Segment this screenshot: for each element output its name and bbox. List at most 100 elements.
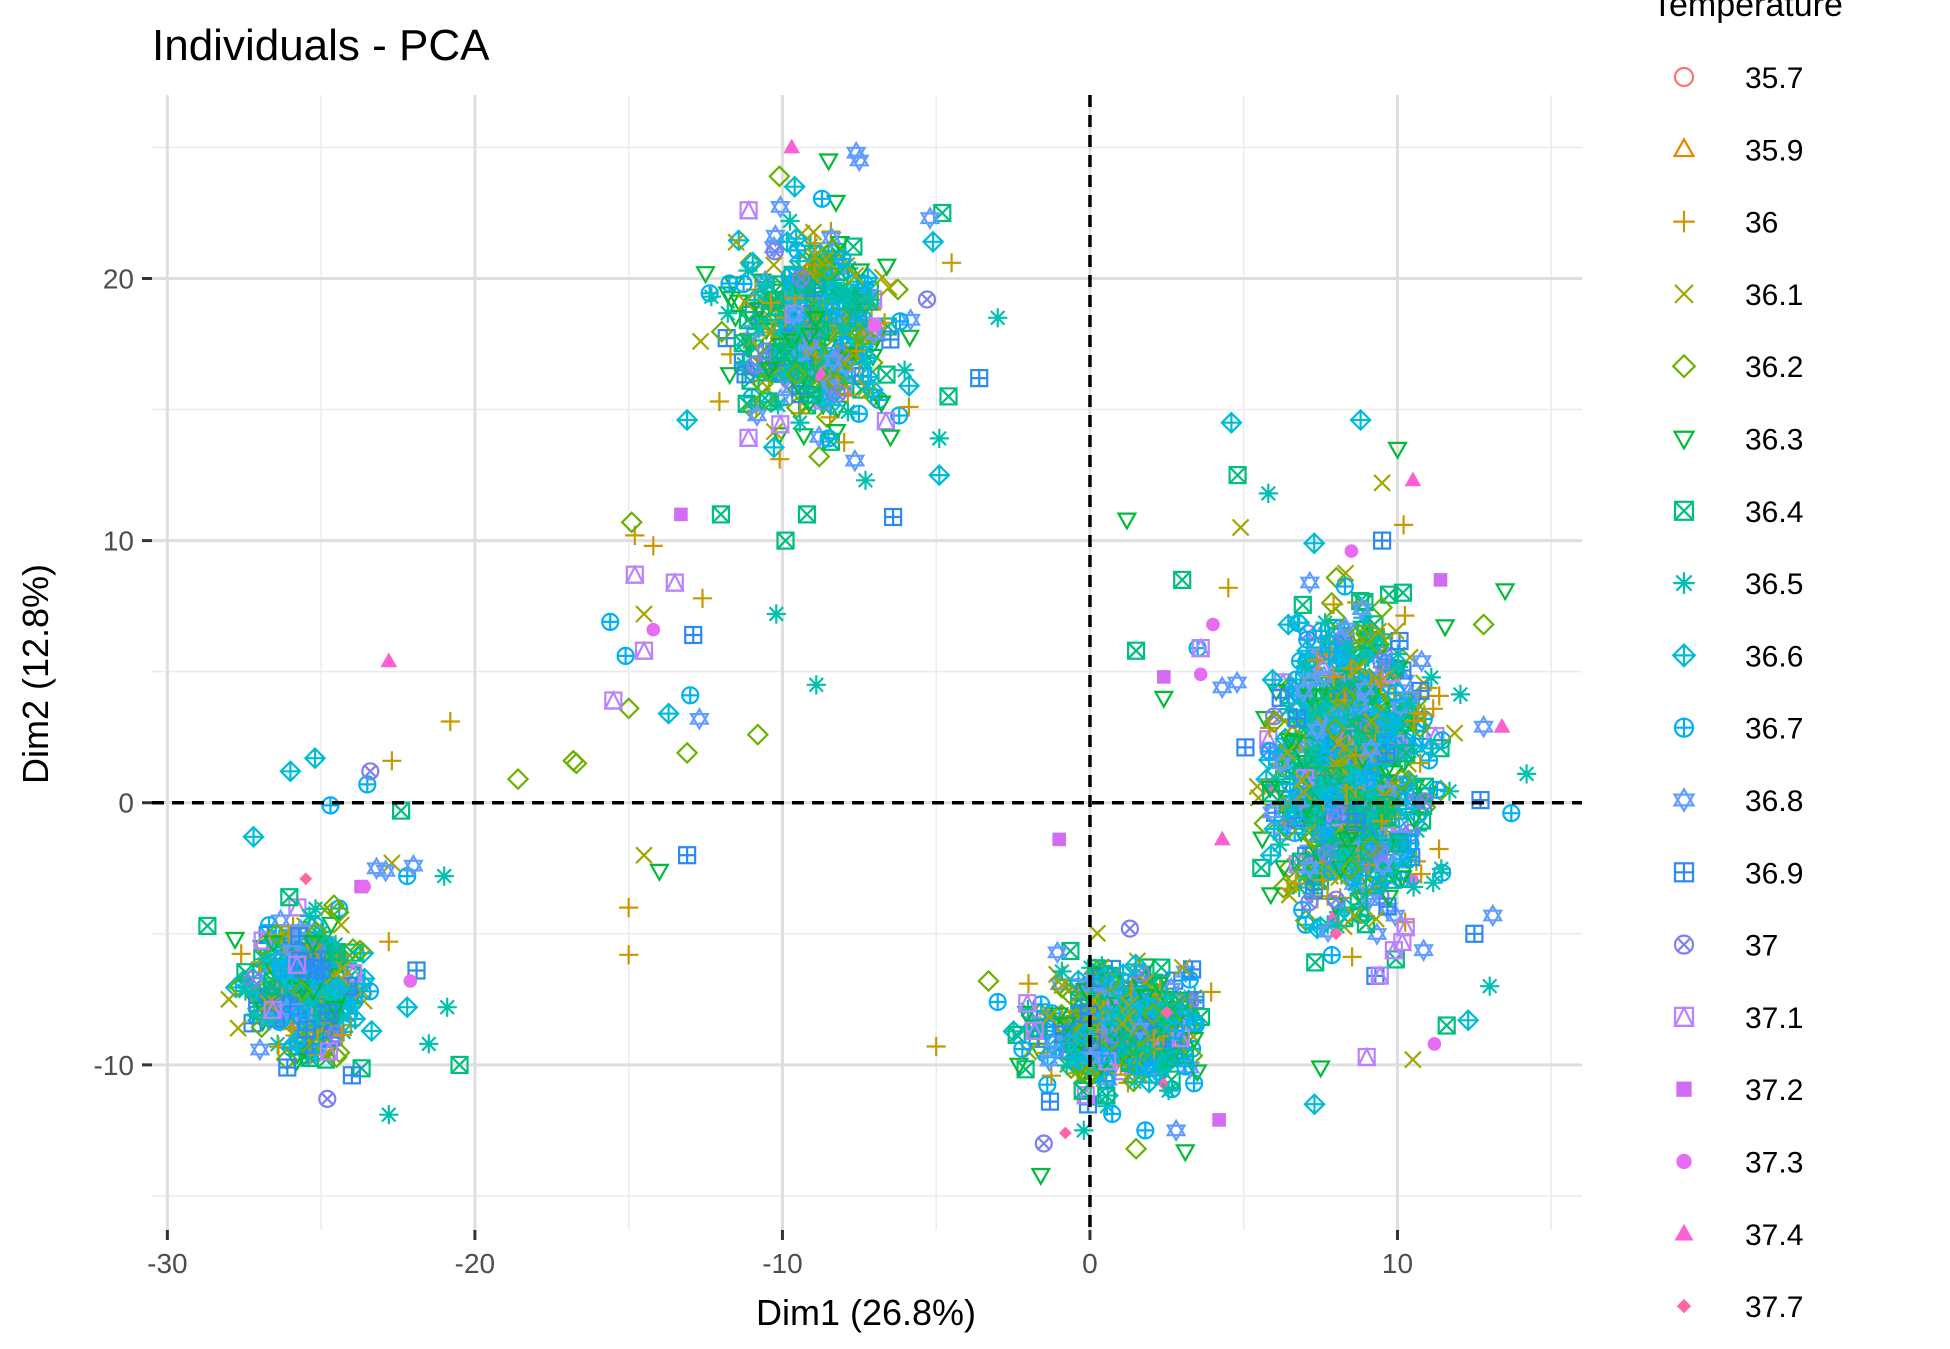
scatter-point xyxy=(1396,916,1416,937)
scatter-point xyxy=(280,888,299,907)
scatter-point xyxy=(1273,860,1295,879)
scatter-point xyxy=(1359,835,1383,859)
scatter-point xyxy=(1136,1039,1156,1059)
scatter-point xyxy=(799,327,820,347)
y-axis-title: Dim2 (12.8%) xyxy=(15,564,56,784)
scatter-point xyxy=(327,901,350,924)
scatter-point xyxy=(828,385,847,404)
scatter-point xyxy=(741,251,764,274)
scatter-point xyxy=(833,279,854,300)
scatter-point xyxy=(1153,690,1175,709)
scatter-point xyxy=(861,290,881,310)
scatter-point xyxy=(1388,644,1408,664)
scatter-point xyxy=(692,588,713,608)
scatter-point xyxy=(894,360,915,380)
scatter-point xyxy=(565,752,588,775)
scatter-point xyxy=(785,227,808,250)
scatter-point xyxy=(334,973,354,993)
scatter-point xyxy=(326,1024,345,1043)
scatter-point xyxy=(1362,712,1381,730)
scatter-point xyxy=(1356,1046,1377,1067)
scatter-point xyxy=(419,1034,439,1054)
scatter-point xyxy=(695,266,716,285)
scatter-point xyxy=(619,945,639,965)
scatter-point xyxy=(765,242,784,261)
scatter-point xyxy=(674,507,688,522)
scatter-point xyxy=(1370,596,1394,619)
scatter-point xyxy=(1315,820,1334,840)
scatter-point xyxy=(1038,1048,1060,1073)
scatter-point xyxy=(1053,976,1071,995)
scatter-point xyxy=(1160,1048,1180,1068)
legend-item: 37.3 xyxy=(1676,1147,1803,1180)
scatter-point xyxy=(1307,650,1328,670)
scatter-point xyxy=(1429,839,1449,859)
scatter-point xyxy=(1270,834,1290,855)
scatter-point xyxy=(849,263,871,282)
scatter-point xyxy=(805,247,824,265)
scatter-point xyxy=(231,944,251,964)
scatter-point xyxy=(1175,1144,1196,1163)
scatter-point xyxy=(1310,1060,1331,1079)
legend-key xyxy=(1672,137,1696,158)
scatter-point xyxy=(770,449,790,469)
scatter-point xyxy=(1404,711,1424,731)
scatter-point xyxy=(1263,710,1286,734)
scatter-point xyxy=(1419,737,1442,760)
scatter-point xyxy=(344,1007,367,1031)
scatter-point xyxy=(224,931,246,951)
scatter-point xyxy=(1396,744,1416,763)
scatter-point xyxy=(1320,642,1339,661)
scatter-point xyxy=(643,536,663,556)
scatter-point xyxy=(1293,679,1314,703)
scatter-point xyxy=(849,272,869,292)
scatter-point xyxy=(738,261,758,281)
scatter-point xyxy=(899,397,919,417)
scatter-point xyxy=(1433,573,1448,587)
scatter-point xyxy=(1356,915,1376,934)
scatter-point xyxy=(1073,1023,1096,1046)
scatter-point xyxy=(1324,606,1347,629)
scatter-point xyxy=(1302,739,1322,760)
scatter-point xyxy=(1218,578,1238,598)
scatter-point xyxy=(1110,1008,1130,1028)
scatter-point xyxy=(1331,847,1351,867)
legend-label: 36.7 xyxy=(1745,713,1803,746)
legend-label: 37.7 xyxy=(1745,1291,1803,1324)
scatter-point xyxy=(1152,1059,1172,1079)
scatter-point xyxy=(1344,544,1359,558)
legend-key xyxy=(1674,1223,1694,1241)
scatter-point xyxy=(769,324,790,344)
scatter-point xyxy=(1040,1092,1060,1111)
scatter-point xyxy=(1434,619,1456,638)
scatter-point xyxy=(297,1020,316,1039)
scatter-point xyxy=(780,211,800,231)
scatter-point xyxy=(1060,1022,1080,1042)
scatter-point xyxy=(977,969,1000,993)
scatter-point xyxy=(718,303,738,323)
scatter-point xyxy=(1228,466,1247,485)
scatter-point xyxy=(765,256,783,274)
legend-key xyxy=(1673,500,1695,521)
legend-item: 36.7 xyxy=(1673,713,1803,746)
scatter-point xyxy=(1366,669,1385,687)
scatter-point xyxy=(1252,858,1271,878)
scatter-point xyxy=(1371,874,1390,894)
scatter-point xyxy=(769,427,790,446)
scatter-point xyxy=(1367,628,1387,649)
scatter-point xyxy=(768,165,791,188)
legend-label: 37.1 xyxy=(1745,1002,1803,1035)
scatter-point xyxy=(1375,795,1395,815)
scatter-point xyxy=(749,301,770,320)
scatter-point xyxy=(1324,717,1347,740)
scatter-point xyxy=(921,230,945,253)
scatter-point xyxy=(1296,656,1316,677)
scatter-point xyxy=(1404,1050,1422,1069)
scatter-point xyxy=(1307,845,1328,864)
scatter-point xyxy=(806,675,826,695)
legend: Temperature 35.7 35.9 36 36.1 36.2 36.3 36.4 36… xyxy=(1652,0,1843,1324)
scatter-point xyxy=(1190,637,1211,658)
scatter-point xyxy=(311,922,332,942)
scatter-point xyxy=(1322,945,1341,965)
scatter-point xyxy=(1008,1057,1030,1076)
